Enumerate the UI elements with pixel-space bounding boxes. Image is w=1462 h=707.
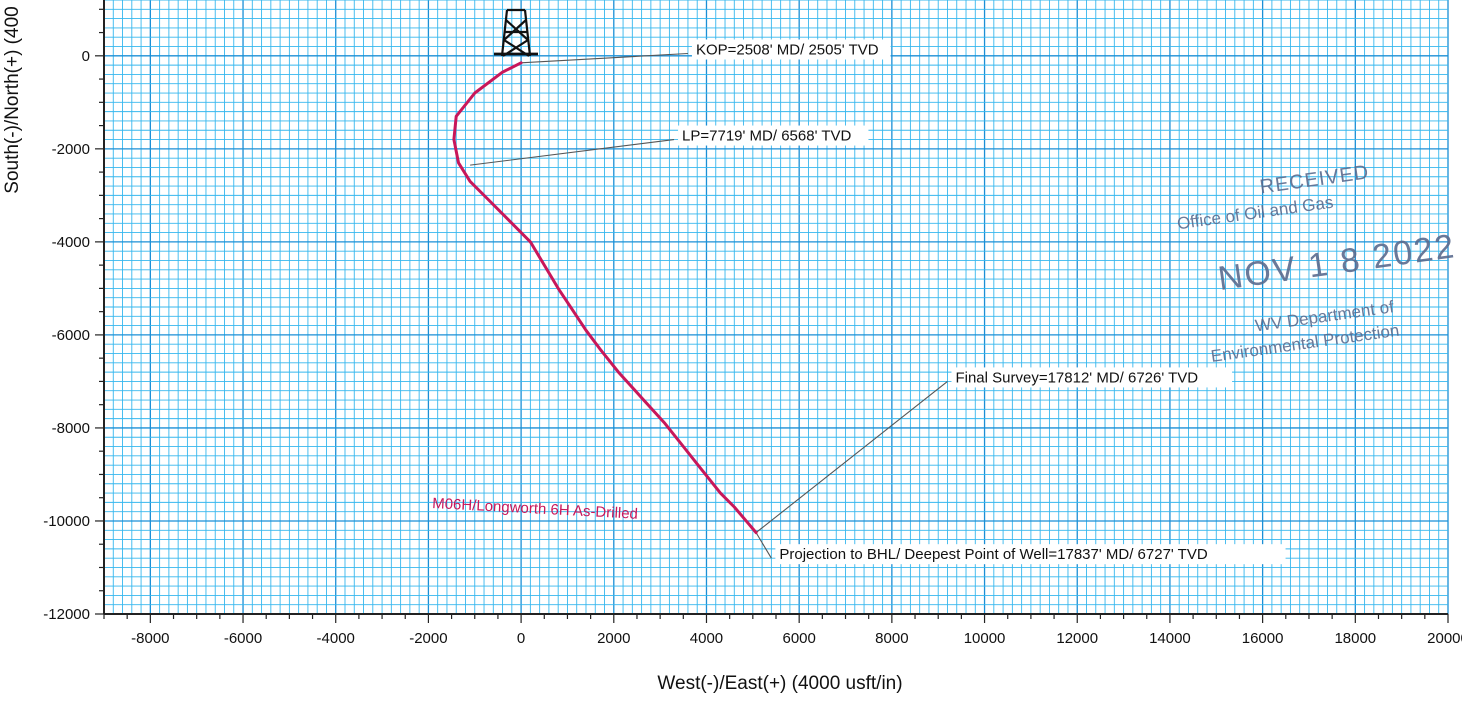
y-tick-label: -8000 — [52, 420, 90, 437]
x-tick-label: 16000 — [1242, 630, 1284, 647]
x-tick-label: 18000 — [1334, 630, 1376, 647]
x-tick-label: -2000 — [409, 630, 447, 647]
x-tick-label: -4000 — [317, 630, 355, 647]
x-tick-label: 8000 — [875, 630, 908, 647]
x-axis-title: West(-)/East(+) (4000 usft/in) — [657, 673, 902, 694]
annotation-leader — [755, 532, 772, 559]
y-tick-label: -2000 — [52, 141, 90, 158]
annotation-label-bg — [775, 544, 1286, 565]
y-tick-label: -6000 — [52, 327, 90, 344]
y-tick-label: 0 — [82, 48, 90, 65]
y-tick-label: -10000 — [43, 513, 90, 530]
y-axis-title: South(-)/North(+) (400 — [2, 6, 23, 193]
annotation-leader — [470, 138, 675, 166]
y-tick-label: -4000 — [52, 234, 90, 251]
series-line — [452, 61, 758, 535]
chart-axes — [95, 0, 1449, 623]
annotation-leader — [755, 380, 948, 534]
x-tick-label: 6000 — [782, 630, 815, 647]
x-tick-label: 14000 — [1149, 630, 1191, 647]
x-tick-label: 4000 — [690, 630, 723, 647]
annotation-label: LP=7719' MD/ 6568' TVD — [682, 128, 851, 145]
annotation-label-bg — [678, 125, 869, 146]
y-axis-ticks: 0 -2000 -4000 -6000 -8000 -10000 -12000 — [43, 48, 90, 623]
annotation-label: Final Survey=17812' MD/ 6726' TVD — [955, 369, 1198, 386]
drilling-rig-icon — [494, 8, 538, 57]
x-tick-label: 2000 — [597, 630, 630, 647]
x-axis-ticks: -8000 -6000 -4000 -2000 0 2000 4000 6000 8000 100… — [131, 630, 1462, 647]
annotation-label: KOP=2508' MD/ 2505' TVD — [696, 41, 879, 58]
y-tick-label: -12000 — [43, 606, 90, 623]
x-tick-label: 0 — [517, 630, 525, 647]
annotation-leader — [521, 52, 688, 64]
annotation-layer: KOP=2508' MD/ 2505' TVD LP=7719' MD/ 6568… — [678, 39, 1286, 565]
x-tick-label: 12000 — [1056, 630, 1098, 647]
annotation-label-bg — [691, 39, 891, 60]
annotation-label: Projection to BHL/ Deepest Point of Well… — [779, 546, 1207, 563]
x-tick-label: -8000 — [131, 630, 169, 647]
annotation-label-bg — [951, 367, 1233, 388]
chart-grid — [103, 0, 1449, 615]
annotation-leaders — [470, 52, 948, 559]
x-tick-label: 10000 — [964, 630, 1006, 647]
x-tick-label: -6000 — [224, 630, 262, 647]
series-layer — [452, 61, 758, 535]
